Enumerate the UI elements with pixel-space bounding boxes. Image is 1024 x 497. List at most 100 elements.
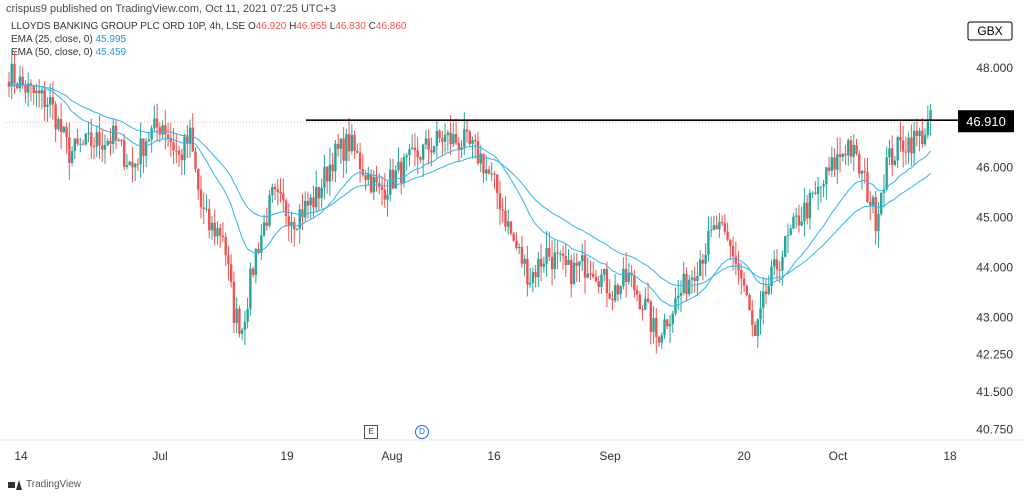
ohlc-low-value: 46.830	[335, 21, 366, 32]
candle-body	[405, 155, 408, 158]
candle-body	[304, 200, 307, 218]
candle-body	[249, 268, 252, 309]
candle-body	[452, 134, 455, 145]
candle-body	[701, 259, 705, 264]
candle-body	[693, 277, 696, 281]
candle-body	[210, 222, 214, 231]
candle-body	[353, 134, 356, 151]
candle-body	[397, 161, 400, 171]
candle-body	[208, 208, 211, 231]
candle-body	[646, 298, 650, 302]
candle-body	[21, 76, 24, 85]
candle-body	[740, 269, 743, 279]
candle-body	[139, 138, 142, 165]
candle-body	[537, 258, 540, 278]
candle-body	[98, 132, 101, 146]
candle-body	[531, 272, 535, 283]
candle-body	[358, 152, 362, 170]
candle-body	[375, 176, 378, 183]
candle-body	[386, 194, 389, 200]
candle-body	[172, 142, 175, 151]
tradingview-logo-icon	[8, 479, 22, 490]
candle-body	[369, 174, 373, 193]
candle-body	[888, 148, 891, 158]
candle-body	[926, 120, 930, 135]
candle-body	[485, 169, 488, 174]
candle-body	[136, 163, 140, 165]
candle-body	[150, 128, 153, 140]
candle-body	[844, 153, 847, 156]
candle-body	[460, 147, 463, 150]
candle-body	[644, 298, 647, 310]
candle-body	[336, 143, 340, 149]
candle-body	[257, 248, 260, 254]
candle-body	[463, 129, 466, 148]
candle-body	[320, 187, 323, 199]
candle-body	[265, 222, 269, 226]
candle-body	[890, 148, 894, 165]
ema50-value: 45.459	[95, 47, 127, 58]
x-tick-label: 14	[14, 449, 28, 463]
candle-body	[600, 274, 603, 288]
x-tick-label: 19	[280, 449, 294, 463]
candle-body	[216, 228, 219, 237]
candle-body	[213, 222, 216, 237]
candle-body	[869, 201, 872, 206]
candle-body	[457, 142, 461, 150]
candle-body	[515, 240, 518, 249]
candle-body	[144, 141, 148, 156]
candle-body	[657, 336, 661, 343]
candle-body	[616, 285, 620, 295]
candle-body	[177, 150, 181, 155]
candle-body	[367, 174, 370, 180]
candle-body	[597, 281, 600, 288]
candle-body	[767, 286, 770, 295]
candle-body	[73, 138, 77, 152]
candle-body	[7, 81, 11, 87]
candle-body	[312, 197, 315, 208]
candle-body	[37, 90, 41, 94]
candle-body	[847, 140, 850, 156]
candle-body	[279, 191, 282, 194]
candle-body	[68, 137, 71, 164]
candle-body	[298, 209, 301, 229]
candle-body	[751, 310, 754, 325]
candle-body	[323, 166, 326, 188]
candle-body	[197, 168, 200, 190]
candle-body	[26, 83, 30, 93]
candle-body	[350, 134, 354, 152]
chart-legend: LLOYDS BANKING GROUP PLC ORD 10P, 4h, LS…	[11, 20, 406, 59]
dividend-event-marker[interactable]: D	[415, 425, 429, 439]
candle-body	[677, 295, 680, 299]
earnings-event-marker[interactable]: E	[364, 425, 378, 439]
candle-body	[567, 259, 570, 265]
candle-body	[276, 189, 279, 192]
candle-body	[860, 170, 864, 174]
candle-body	[155, 118, 159, 128]
candle-body	[899, 137, 902, 141]
candle-body	[553, 252, 557, 270]
candle-body	[781, 256, 784, 271]
candle-body	[90, 132, 93, 147]
candle-body	[893, 160, 897, 165]
candle-body	[649, 301, 653, 332]
candle-body	[583, 255, 587, 278]
candle-body	[496, 174, 499, 194]
candle-body	[413, 147, 417, 151]
candle-body	[671, 313, 674, 324]
candle-body	[169, 138, 173, 143]
candle-body	[770, 266, 773, 287]
candle-body	[175, 150, 178, 152]
ema25-label: EMA (25, close, 0)	[11, 34, 93, 45]
candle-body	[468, 131, 471, 145]
candle-body	[572, 262, 576, 285]
candle-body	[232, 281, 236, 323]
candle-body	[32, 85, 35, 94]
candle-body	[328, 164, 332, 182]
candle-body	[784, 236, 787, 257]
candle-body	[142, 138, 145, 156]
candle-body	[904, 151, 908, 153]
candle-body	[194, 151, 197, 169]
candle-body	[205, 208, 208, 210]
